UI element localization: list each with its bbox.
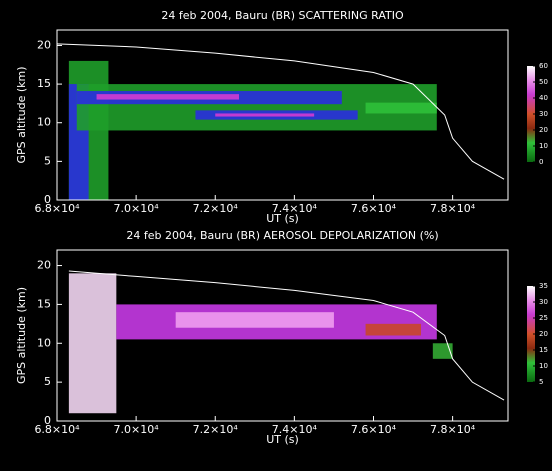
y-axis-label: GPS altitude (km) <box>15 66 28 163</box>
y-tick-label: 10 <box>37 336 51 349</box>
x-tick-label: 7.4×10⁴ <box>272 202 318 215</box>
colorbar-tick-label: 60 <box>539 62 548 70</box>
x-tick-label: 7.6×10⁴ <box>351 423 397 436</box>
y-tick-label: 5 <box>44 375 51 388</box>
altitude-line <box>68 270 505 401</box>
y-tick-label: 5 <box>44 154 51 167</box>
y-axis-label: GPS altitude (km) <box>15 287 28 384</box>
chart-title: 24 feb 2004, Bauru (BR) SCATTERING RATIO <box>161 9 404 22</box>
heat-cell <box>68 273 117 414</box>
x-tick-label: 6.8×10⁴ <box>34 423 80 436</box>
colorbar-tick-label: 5 <box>539 378 543 386</box>
heat-cell <box>365 102 437 114</box>
altitude-line <box>56 43 505 180</box>
colorbar <box>527 286 535 382</box>
heat-cell <box>96 94 239 100</box>
y-tick-label: 0 <box>44 193 51 206</box>
heat-cell <box>432 343 453 359</box>
colorbar-tick-label: 25 <box>539 314 548 322</box>
x-tick-label: 7.2×10⁴ <box>193 202 239 215</box>
chart-title: 24 feb 2004, Bauru (BR) AEROSOL DEPOLARI… <box>126 229 438 242</box>
x-axis-label: UT (s) <box>266 212 299 225</box>
colorbar-tick-label: 15 <box>539 346 548 354</box>
colorbar-tick-label: 40 <box>539 94 548 102</box>
colorbar <box>527 66 535 162</box>
x-tick-label: 6.8×10⁴ <box>34 202 80 215</box>
colorbar-tick-label: 30 <box>539 298 548 306</box>
colorbar-tick-label: 20 <box>539 126 548 134</box>
y-tick-label: 15 <box>37 77 51 90</box>
y-tick-label: 20 <box>37 38 51 51</box>
x-tick-label: 7.0×10⁴ <box>114 423 160 436</box>
plot-frame <box>56 29 509 201</box>
plot-frame <box>56 249 509 422</box>
x-tick-label: 7.2×10⁴ <box>193 423 239 436</box>
x-tick-label: 7.0×10⁴ <box>114 202 160 215</box>
heat-cell <box>365 323 421 336</box>
x-tick-label: 7.8×10⁴ <box>430 202 476 215</box>
colorbar-tick-label: 50 <box>539 78 548 86</box>
colorbar-tick-label: 30 <box>539 110 548 118</box>
x-tick-label: 7.6×10⁴ <box>351 202 397 215</box>
x-tick-label: 7.4×10⁴ <box>272 423 318 436</box>
y-tick-label: 15 <box>37 297 51 310</box>
x-axis-label: UT (s) <box>266 433 299 446</box>
x-tick-label: 7.8×10⁴ <box>430 423 476 436</box>
colorbar-tick-label: 10 <box>539 362 548 370</box>
colorbar-tick-label: 20 <box>539 330 548 338</box>
y-tick-label: 10 <box>37 116 51 129</box>
y-tick-label: 20 <box>37 259 51 272</box>
heat-cell <box>175 312 334 328</box>
y-tick-label: 0 <box>44 414 51 427</box>
colorbar-tick-label: 10 <box>539 142 548 150</box>
colorbar-tick-label: 35 <box>539 282 548 290</box>
colorbar-tick-label: 0 <box>539 158 543 166</box>
heat-cell <box>215 113 315 117</box>
